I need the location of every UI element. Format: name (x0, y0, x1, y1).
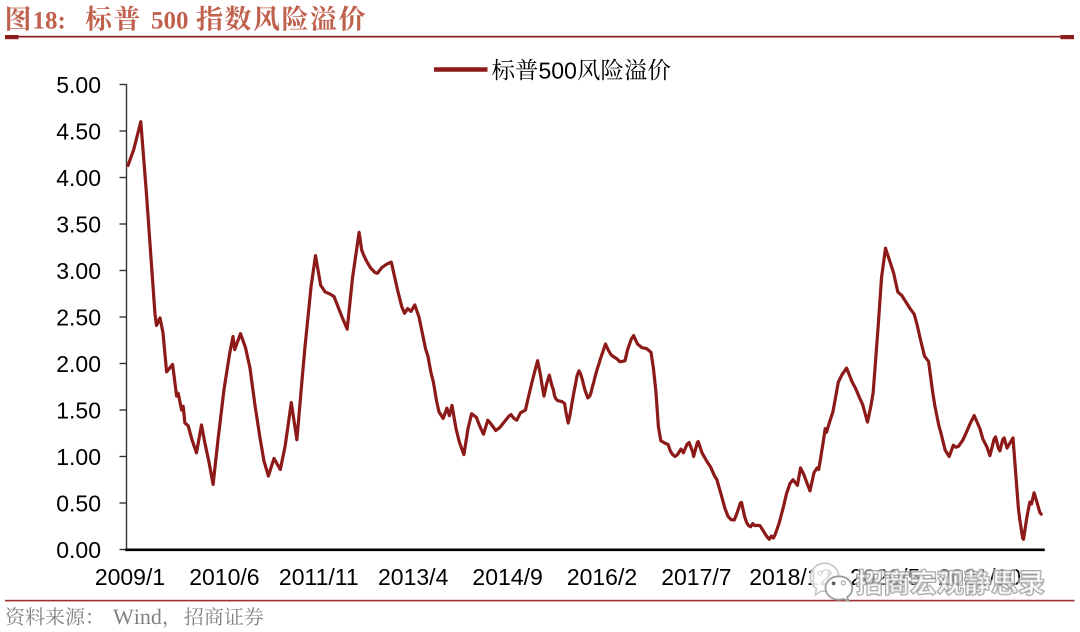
svg-text:2016/2: 2016/2 (567, 564, 637, 590)
svg-text:1.50: 1.50 (56, 397, 101, 423)
svg-text:2013/4: 2013/4 (378, 564, 449, 590)
svg-text:0.00: 0.00 (56, 537, 101, 563)
svg-text:2011/11: 2011/11 (279, 564, 359, 590)
svg-text:0.50: 0.50 (56, 490, 101, 516)
svg-text:2.00: 2.00 (56, 351, 101, 377)
svg-text:4.50: 4.50 (56, 118, 101, 144)
svg-text:2009/1: 2009/1 (95, 564, 165, 590)
svg-text:5.00: 5.00 (56, 72, 101, 98)
svg-text:4.00: 4.00 (56, 165, 101, 191)
svg-text:3.50: 3.50 (56, 211, 101, 237)
svg-text:3.00: 3.00 (56, 258, 101, 284)
svg-text:2017/7: 2017/7 (661, 564, 731, 590)
svg-text:2014/9: 2014/9 (472, 564, 542, 590)
svg-text:2010/6: 2010/6 (189, 564, 259, 590)
svg-text:1.00: 1.00 (56, 444, 101, 470)
svg-text:2.50: 2.50 (56, 304, 101, 330)
